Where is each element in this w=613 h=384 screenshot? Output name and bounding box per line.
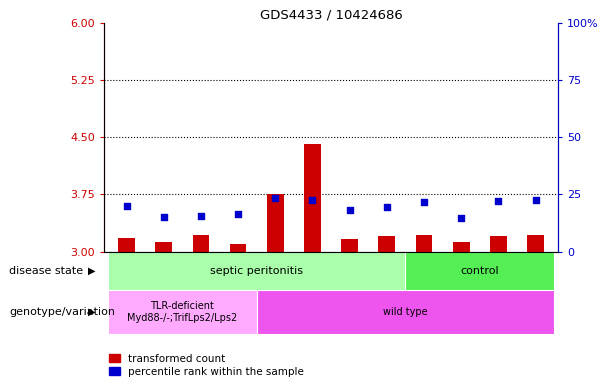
Point: [196, 213, 206, 219]
Point: [159, 214, 169, 220]
Title: GDS4433 / 10424686: GDS4433 / 10424686: [260, 9, 402, 22]
Bar: [378, 236, 395, 252]
Point: [121, 203, 131, 209]
Bar: [192, 235, 209, 252]
Point: [270, 195, 280, 201]
Bar: [341, 238, 358, 252]
Legend: transformed count, percentile rank within the sample: transformed count, percentile rank withi…: [109, 354, 304, 377]
Bar: [416, 235, 432, 252]
Point: [493, 198, 503, 204]
Bar: [405, 252, 554, 290]
Text: genotype/variation: genotype/variation: [9, 307, 115, 317]
Bar: [453, 242, 470, 252]
Text: wild type: wild type: [383, 307, 428, 317]
Text: disease state: disease state: [9, 266, 83, 276]
Bar: [118, 238, 135, 252]
Point: [419, 199, 429, 205]
Point: [456, 215, 466, 222]
Bar: [155, 242, 172, 252]
Text: ▶: ▶: [88, 266, 96, 276]
Text: TLR-deficient
Myd88-/-;TrifLps2/Lps2: TLR-deficient Myd88-/-;TrifLps2/Lps2: [127, 301, 237, 323]
Bar: [108, 252, 405, 290]
Point: [233, 211, 243, 217]
Bar: [267, 194, 284, 252]
Bar: [230, 244, 246, 252]
Bar: [490, 236, 507, 252]
Point: [308, 197, 318, 203]
Bar: [108, 290, 257, 334]
Bar: [304, 144, 321, 252]
Text: control: control: [460, 266, 499, 276]
Text: septic peritonitis: septic peritonitis: [210, 266, 303, 276]
Bar: [527, 235, 544, 252]
Bar: [257, 290, 554, 334]
Point: [531, 197, 541, 203]
Text: ▶: ▶: [88, 307, 96, 317]
Point: [345, 207, 354, 214]
Point: [382, 204, 392, 210]
